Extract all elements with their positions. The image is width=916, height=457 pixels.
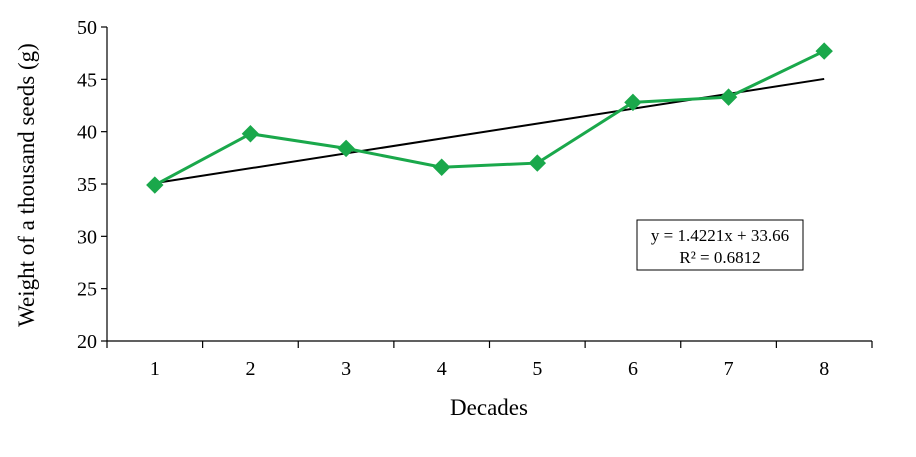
data-point-marker	[528, 154, 547, 172]
data-point-marker	[146, 176, 164, 194]
data-point-marker	[624, 93, 642, 112]
y-tick-label: 45	[77, 69, 97, 91]
x-tick-label: 3	[341, 358, 351, 380]
x-tick-label: 8	[819, 358, 829, 380]
trendline-equation-box: y = 1.4221x + 33.66 R² = 0.6812	[636, 219, 804, 271]
trendline	[154, 77, 825, 185]
data-point-marker	[432, 158, 451, 176]
x-tick-label: 7	[724, 358, 734, 380]
y-tick-label: 25	[77, 279, 97, 301]
y-axis-ticks: 20 25 30 35 40 45 50	[77, 17, 107, 353]
y-tick-label: 30	[77, 226, 97, 248]
x-axis-title: Decades	[450, 395, 528, 420]
trendline-r-squared: R² = 0.6812	[679, 248, 760, 267]
y-tick-label: 35	[77, 174, 97, 196]
x-tick-label: 5	[532, 358, 542, 380]
x-tick-label: 6	[628, 358, 638, 380]
series-markers	[146, 42, 833, 194]
x-tick-label: 1	[150, 358, 160, 380]
y-tick-label: 40	[77, 122, 97, 144]
data-point-marker	[241, 125, 260, 143]
x-axis-ticks: 1 2 3 4 5 6 7 8	[106, 341, 873, 380]
x-tick-label: 2	[245, 358, 255, 380]
trendline-equation: y = 1.4221x + 33.66	[651, 226, 789, 245]
y-axis-title: Weight of a thousand seeds (g)	[14, 43, 39, 327]
data-point-marker	[815, 42, 833, 60]
x-tick-label: 4	[437, 358, 447, 380]
y-tick-label: 50	[77, 17, 97, 39]
y-tick-label: 20	[77, 331, 97, 353]
data-point-marker	[719, 88, 738, 106]
series-line	[154, 49, 825, 187]
data-point-marker	[337, 139, 355, 158]
